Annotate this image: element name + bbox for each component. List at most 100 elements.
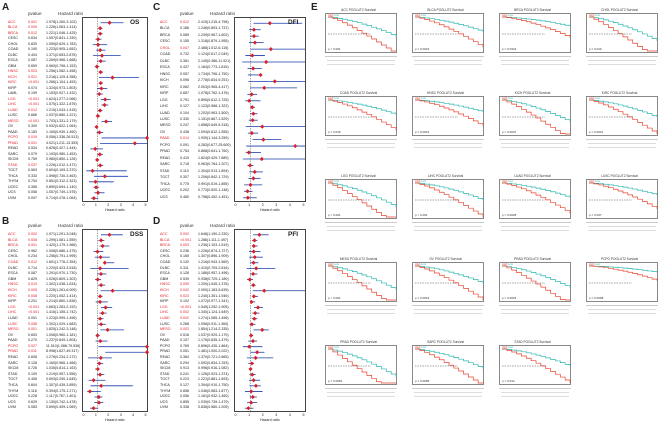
pvalue-cell: 0.311 <box>180 265 189 270</box>
cancer-label: ESCA <box>8 271 18 276</box>
hazard-ratio-point <box>262 85 267 90</box>
hazard-ratio-point <box>110 75 115 80</box>
hazard-ratio-cell: 1.601(1.776-2.354) <box>46 259 77 264</box>
km-legend: High Low <box>415 97 426 100</box>
hazard-ratio-point <box>251 260 256 265</box>
legend-high: High <box>415 14 421 17</box>
km-title: CHOL POGLUT2 Survival <box>601 8 638 12</box>
axis-tick-label: 3 <box>119 413 122 417</box>
hazard-ratio-point <box>94 64 100 69</box>
cancer-label: LGG <box>8 304 16 309</box>
km-curve-high <box>502 182 571 214</box>
cancer-label: GBM <box>8 63 17 68</box>
legend-high: High <box>415 97 421 100</box>
km-plot-area <box>586 262 658 302</box>
km-legend: High Low <box>415 263 426 266</box>
pvalue-cell: 0.009 <box>180 282 189 287</box>
pvalue-cell: 0.012 <box>180 20 189 24</box>
km-title: HNSC POGLUT2 Survival <box>426 91 465 95</box>
pvalue-cell: 0.732 <box>180 52 189 57</box>
hazard-ratio-cell: 2.778(0.834-9.251) <box>198 78 229 83</box>
hazard-ratio-cell: 0.895(0.612-1.725) <box>198 97 229 102</box>
km-title: ACC POGLUT2 Survival <box>341 8 376 12</box>
km-pvalue: p = 0.0085 <box>415 379 430 383</box>
km-curve-low <box>589 182 658 196</box>
cancer-label: CHOL <box>8 41 18 46</box>
hazard-ratio-cell: 0.851(0.312-2.323) <box>46 179 77 184</box>
forest-plot-svg <box>242 18 305 203</box>
hazard-ratio-point <box>250 372 255 377</box>
axis-tick-label: 4 <box>288 203 291 207</box>
hazard-ratio-cell: 0.890(0.694-1.140) <box>46 184 77 189</box>
hazard-ratio-cell: 1.598(0.730-3.463) <box>46 173 77 178</box>
hazard-ratio-point <box>250 53 255 58</box>
axis-tick-label: 4 <box>132 413 135 417</box>
axis-tick-label: 2 <box>261 413 264 417</box>
forest-plot-os: pvalue Hazard ratio ACC 0.001 1.978(1.260-3.… <box>8 10 150 216</box>
hazard-ratio-cell: 2.003(0.965-4.417) <box>198 84 229 89</box>
pvalue-cell: 0.001 <box>28 243 37 248</box>
hazard-ratio-point <box>250 394 255 400</box>
panel-letter-e: E <box>311 2 318 13</box>
pvalue-cell: 0.057 <box>180 71 189 76</box>
cancer-label: BLCA <box>8 237 18 242</box>
hazard-ratio-cell: 1.703(1.331-2.179) <box>46 118 77 123</box>
hazard-ratio-cell: 1.176(0.835-1.479) <box>198 338 229 343</box>
km-curve-low <box>589 265 658 273</box>
cancer-label: GBM <box>160 276 169 281</box>
cancer-label: READ <box>160 355 170 360</box>
km-curve-high <box>502 265 570 301</box>
km-pvalue: p < 0.001 <box>328 47 341 51</box>
hazard-ratio-point <box>93 146 98 151</box>
km-curve-low <box>415 16 484 32</box>
km-plot: STAD POGLUT2 Survival High Low p = 0.012 <box>492 340 573 405</box>
pvalue-cell: 0.051 <box>28 315 37 320</box>
risk-table <box>325 139 397 154</box>
hazard-ratio-cell: 1.854(1.214-2.335) <box>198 327 229 332</box>
cancer-label: COAD <box>160 52 171 57</box>
hazard-ratio-point <box>260 327 265 332</box>
km-plot-area <box>499 96 571 136</box>
hazard-ratio-cell: 1.226(0.874-1.727) <box>198 248 229 253</box>
pvalue-cell: <0.001 <box>28 96 40 101</box>
km-curve-low <box>328 16 397 37</box>
pvalue-cell: 0.110 <box>180 168 189 173</box>
km-legend: High Low <box>502 346 513 349</box>
forest-title: DFI <box>288 19 299 26</box>
hazard-ratio-cell: 1.165(0.930-1.460) <box>46 129 77 134</box>
cancer-label: LGG <box>160 97 168 102</box>
hazard-ratio-cell: 1.126(0.923-1.374) <box>198 371 229 376</box>
axis-tick-label: 5 <box>302 413 305 417</box>
cancer-label: TGCT <box>8 168 18 173</box>
cancer-label: BLCA <box>160 26 170 31</box>
km-plot: BLCA POGLUT2 Survival High Low p = 0.0022 <box>405 8 486 73</box>
axis-label: Hazard ratio <box>260 418 280 422</box>
pvalue-cell: 0.300 <box>28 124 37 129</box>
cancer-label: UCEC <box>160 188 171 193</box>
hazard-ratio-cell: 1.006(0.960-1.181) <box>46 332 77 337</box>
hazard-ratio-cell: 0.996(0.916-1.082) <box>198 366 229 371</box>
forest-plot-pfi: pvalue Hazard ratio ACC 0.002 1.648(1.190-2.… <box>160 222 308 426</box>
km-curve-high <box>415 348 483 384</box>
legend-low: Low <box>508 14 513 17</box>
km-pvalue: p = 0.0001 <box>415 130 430 134</box>
hazard-ratio-point <box>98 255 103 260</box>
km-curve-low <box>502 99 571 122</box>
hazard-ratio-point <box>251 34 257 39</box>
forest-plot-dfi: pvalue Hazard ratio ACC 0.012 2.415(1.215-4.… <box>160 10 308 216</box>
pvalue-cell: 0.008 <box>28 293 37 298</box>
hazard-ratio-point <box>98 271 104 277</box>
km-plot-area <box>325 345 397 385</box>
pvalue-cell: 0.102 <box>180 299 189 304</box>
pvalue-cell: 0.718 <box>180 162 189 167</box>
pvalue-cell: 0.128 <box>180 271 189 276</box>
forest-plot-area <box>234 17 306 203</box>
forest-plot-area <box>82 229 149 413</box>
legend-low: Low <box>334 14 339 17</box>
pvalue-cell: 0.128 <box>28 360 37 365</box>
hazard-ratio-point <box>252 316 257 321</box>
legend-high: High <box>502 346 508 349</box>
forest-plot-svg <box>87 230 149 413</box>
hazard-ratio-point <box>258 72 263 78</box>
pvalue-cell: 0.097 <box>28 195 37 200</box>
